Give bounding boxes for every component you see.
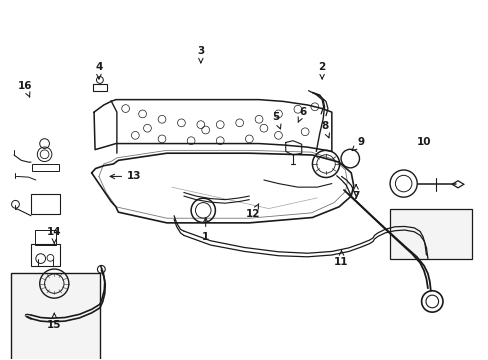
Bar <box>93 84 106 91</box>
Text: 14: 14 <box>47 227 61 243</box>
Bar <box>11 273 100 360</box>
Text: 7: 7 <box>352 185 359 201</box>
Bar <box>389 208 470 258</box>
Text: 4: 4 <box>95 63 102 79</box>
Text: 6: 6 <box>297 107 305 122</box>
Text: 16: 16 <box>18 81 32 97</box>
Text: 9: 9 <box>351 138 364 151</box>
Bar <box>35 230 56 245</box>
Bar <box>31 194 60 214</box>
Text: 2: 2 <box>318 63 325 79</box>
Text: 1: 1 <box>202 218 209 242</box>
Text: 5: 5 <box>272 112 281 129</box>
Text: 12: 12 <box>245 204 260 219</box>
Bar <box>32 164 59 171</box>
Text: 11: 11 <box>334 251 348 267</box>
Bar <box>31 244 60 266</box>
Text: 15: 15 <box>47 313 61 330</box>
Text: 3: 3 <box>197 46 204 63</box>
Text: 10: 10 <box>416 138 430 148</box>
Text: 13: 13 <box>110 171 142 181</box>
Text: 8: 8 <box>320 121 329 138</box>
